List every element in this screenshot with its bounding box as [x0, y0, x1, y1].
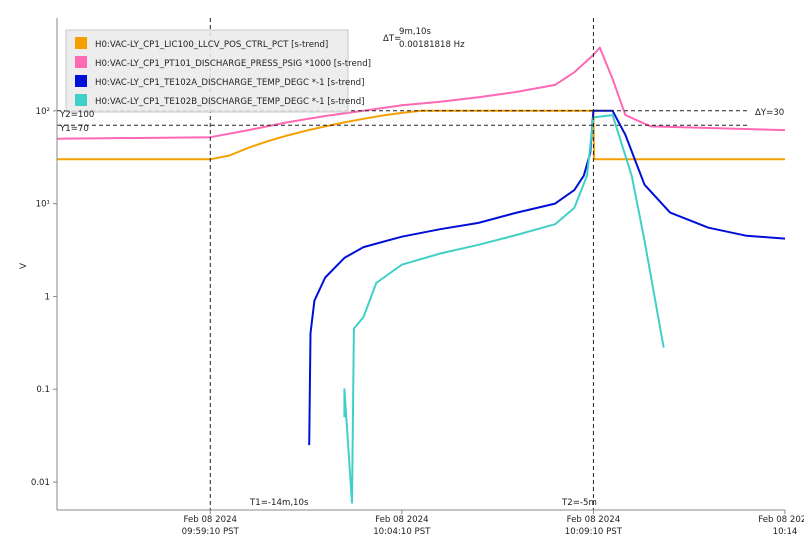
y-tick-label: 10¹: [36, 200, 50, 210]
x-tick-time: 09:59:10 PST: [182, 527, 240, 537]
legend-entry: H0:VAC-LY_CP1_PT101_DISCHARGE_PRESS_PSIG…: [95, 59, 371, 69]
series-line-2: [308, 109, 786, 446]
y2-cursor-label: Y2=100: [59, 110, 94, 120]
y-tick-label: 1: [45, 292, 50, 302]
axis-layer: 10² 10¹ 1 0.1 0.01 Feb 08 2024 09:59:10 PST Feb…: [31, 18, 804, 537]
legend-entry: H0:VAC-LY_CP1_TE102A_DISCHARGE_TEMP_DEGC…: [95, 78, 364, 88]
y-tick-label: 0.1: [36, 385, 50, 395]
y-tick-label: 0.01: [31, 478, 50, 488]
x-tick-date: Feb 08 2024: [184, 515, 237, 525]
x-tick-date: Feb 08 2024: [567, 515, 620, 525]
series-line-1: [56, 46, 786, 140]
t2-cursor-label: T2=-5m: [561, 498, 597, 508]
y-tick-label: 10²: [36, 107, 50, 117]
x-tick-time: 10:04:10 PST: [373, 527, 431, 537]
delta-y-label: ΔY=30: [755, 108, 784, 118]
delta-t-duration: 9m,10s: [399, 27, 432, 37]
legend-swatch: [75, 56, 87, 68]
legend-entry: H0:VAC-LY_CP1_TE102B_DISCHARGE_TEMP_DEGC…: [95, 97, 365, 107]
y1-cursor-label: Y1=70: [59, 124, 89, 134]
x-tick-date: Feb 08 2024: [758, 515, 804, 525]
delta-t-frequency: 0.00181818 Hz: [399, 40, 465, 50]
legend-entry: H0:VAC-LY_CP1_LIC100_LLCV_POS_CTRL_PCT […: [95, 40, 328, 50]
y-axis-label: V: [19, 262, 29, 269]
series-line-3: [343, 114, 665, 504]
x-tick-time: 10:14: [773, 527, 798, 537]
legend: H0:VAC-LY_CP1_LIC100_LLCV_POS_CTRL_PCT […: [65, 29, 371, 113]
legend-swatch: [75, 94, 87, 106]
delta-t-label: ΔT=: [383, 34, 401, 44]
legend-swatch: [75, 75, 87, 87]
t1-cursor-label: T1=-14m,10s: [249, 498, 309, 508]
legend-swatch: [75, 37, 87, 49]
x-tick-time: 10:09:10 PST: [565, 527, 623, 537]
x-tick-date: Feb 08 2024: [375, 515, 428, 525]
legend-box: [65, 29, 349, 113]
